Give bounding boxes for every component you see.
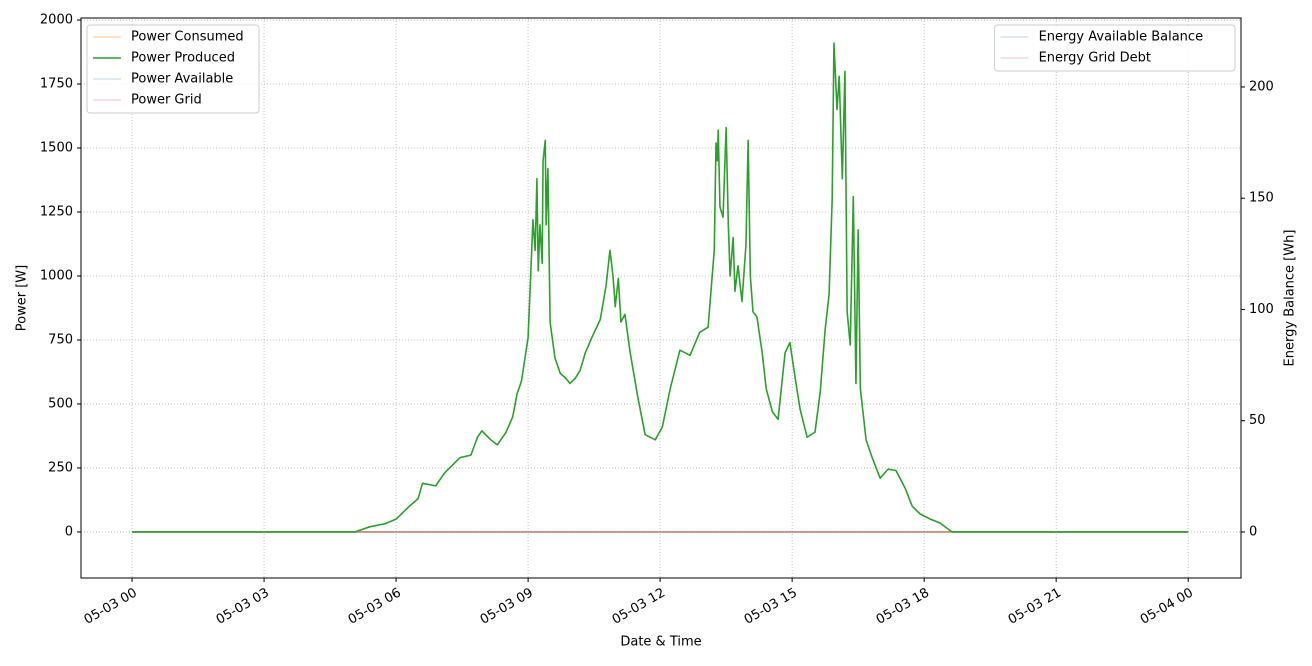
x-tick-label: 05-03 09	[478, 586, 536, 628]
y-tick-label: 1000	[40, 268, 73, 283]
series-line	[132, 42, 1189, 533]
y-tick-label: 750	[48, 332, 73, 347]
y2-tick-label: 50	[1249, 413, 1266, 428]
x-tick-label: 05-03 03	[214, 586, 272, 628]
y-tick-label: 500	[48, 396, 73, 411]
x-tick-label: 05-04 00	[1138, 586, 1196, 628]
y-tick-label: 1750	[40, 77, 73, 92]
x-tick-label: 05-03 15	[742, 586, 800, 628]
x-tick-label: 05-03 18	[874, 586, 932, 628]
y2-tick-label: 150	[1249, 191, 1274, 206]
x-tick-label: 05-03 12	[610, 586, 668, 628]
y2-axis-label: Energy Balance [Wh]	[1283, 230, 1298, 367]
legend-box	[86, 24, 260, 114]
plot-frame	[80, 17, 1242, 579]
x-tick-label: 05-03 06	[346, 586, 404, 628]
y-tick-label: 250	[48, 460, 73, 475]
legend-box	[994, 24, 1236, 72]
y-axis-label: Power [W]	[15, 265, 30, 331]
y-tick-label: 0	[65, 524, 73, 539]
legend-label: Energy Available Balance	[1039, 30, 1203, 45]
y2-tick-label: 200	[1249, 79, 1274, 94]
legend-label: Power Consumed	[131, 30, 244, 45]
y-tick-label: 2000	[40, 13, 73, 28]
x-tick-label: 05-03 00	[82, 586, 140, 628]
y-tick-label: 1250	[40, 205, 73, 220]
legend-label: Power Grid	[131, 93, 202, 108]
legend-label: Energy Grid Debt	[1039, 51, 1151, 66]
y-tick-label: 1500	[40, 141, 73, 156]
y2-tick-label: 100	[1249, 302, 1274, 317]
legend-label: Power Produced	[131, 51, 235, 66]
x-axis-label: Date & Time	[620, 635, 701, 650]
legend-label: Power Available	[131, 72, 233, 87]
x-tick-label: 05-03 21	[1006, 586, 1064, 628]
y2-tick-label: 0	[1249, 524, 1257, 539]
